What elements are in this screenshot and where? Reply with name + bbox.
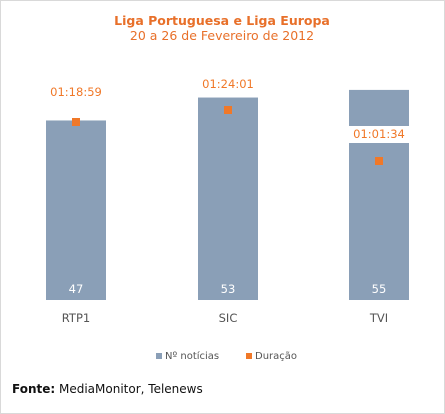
bar-tvi — [349, 89, 409, 301]
category-label: SIC — [219, 311, 238, 325]
source-text: MediaMonitor, Telenews — [55, 382, 203, 396]
duration-label-box — [198, 76, 258, 93]
duration-marker — [72, 118, 80, 126]
duration-marker — [375, 157, 383, 165]
category-label: RTP1 — [62, 311, 90, 325]
duration-label: 01:24:01 — [202, 77, 254, 91]
bar-rtp1 — [46, 120, 106, 301]
chart-subtitle: 20 a 26 de Fevereiro de 2012 — [130, 28, 314, 43]
bar-value-label: 55 — [372, 282, 387, 296]
duration-label-box — [349, 126, 409, 143]
legend: Nº notícias Duração — [156, 350, 297, 362]
legend-swatch-duration — [246, 353, 252, 359]
bar-value-label: 47 — [69, 282, 84, 296]
plot-area: 47 RTP1 01:18:59 53 SIC 01:24:01 55 TVI 01:01:34 — [46, 76, 409, 325]
legend-swatch-bars — [156, 353, 162, 359]
legend-label-bars: Nº notícias — [165, 350, 219, 362]
duration-label: 01:18:59 — [50, 85, 102, 99]
source-label: Fonte: — [12, 382, 56, 396]
duration-label-box — [46, 84, 106, 101]
duration-label: 01:01:34 — [353, 127, 405, 141]
category-label: TVI — [369, 311, 388, 325]
source-note: Fonte: MediaMonitor, Telenews — [12, 382, 203, 396]
bar-sic — [198, 97, 258, 300]
bar-value-label: 53 — [221, 282, 236, 296]
duration-marker — [224, 106, 232, 114]
legend-label-duration: Duração — [255, 351, 297, 362]
chart-title: Liga Portuguesa e Liga Europa — [114, 13, 330, 28]
